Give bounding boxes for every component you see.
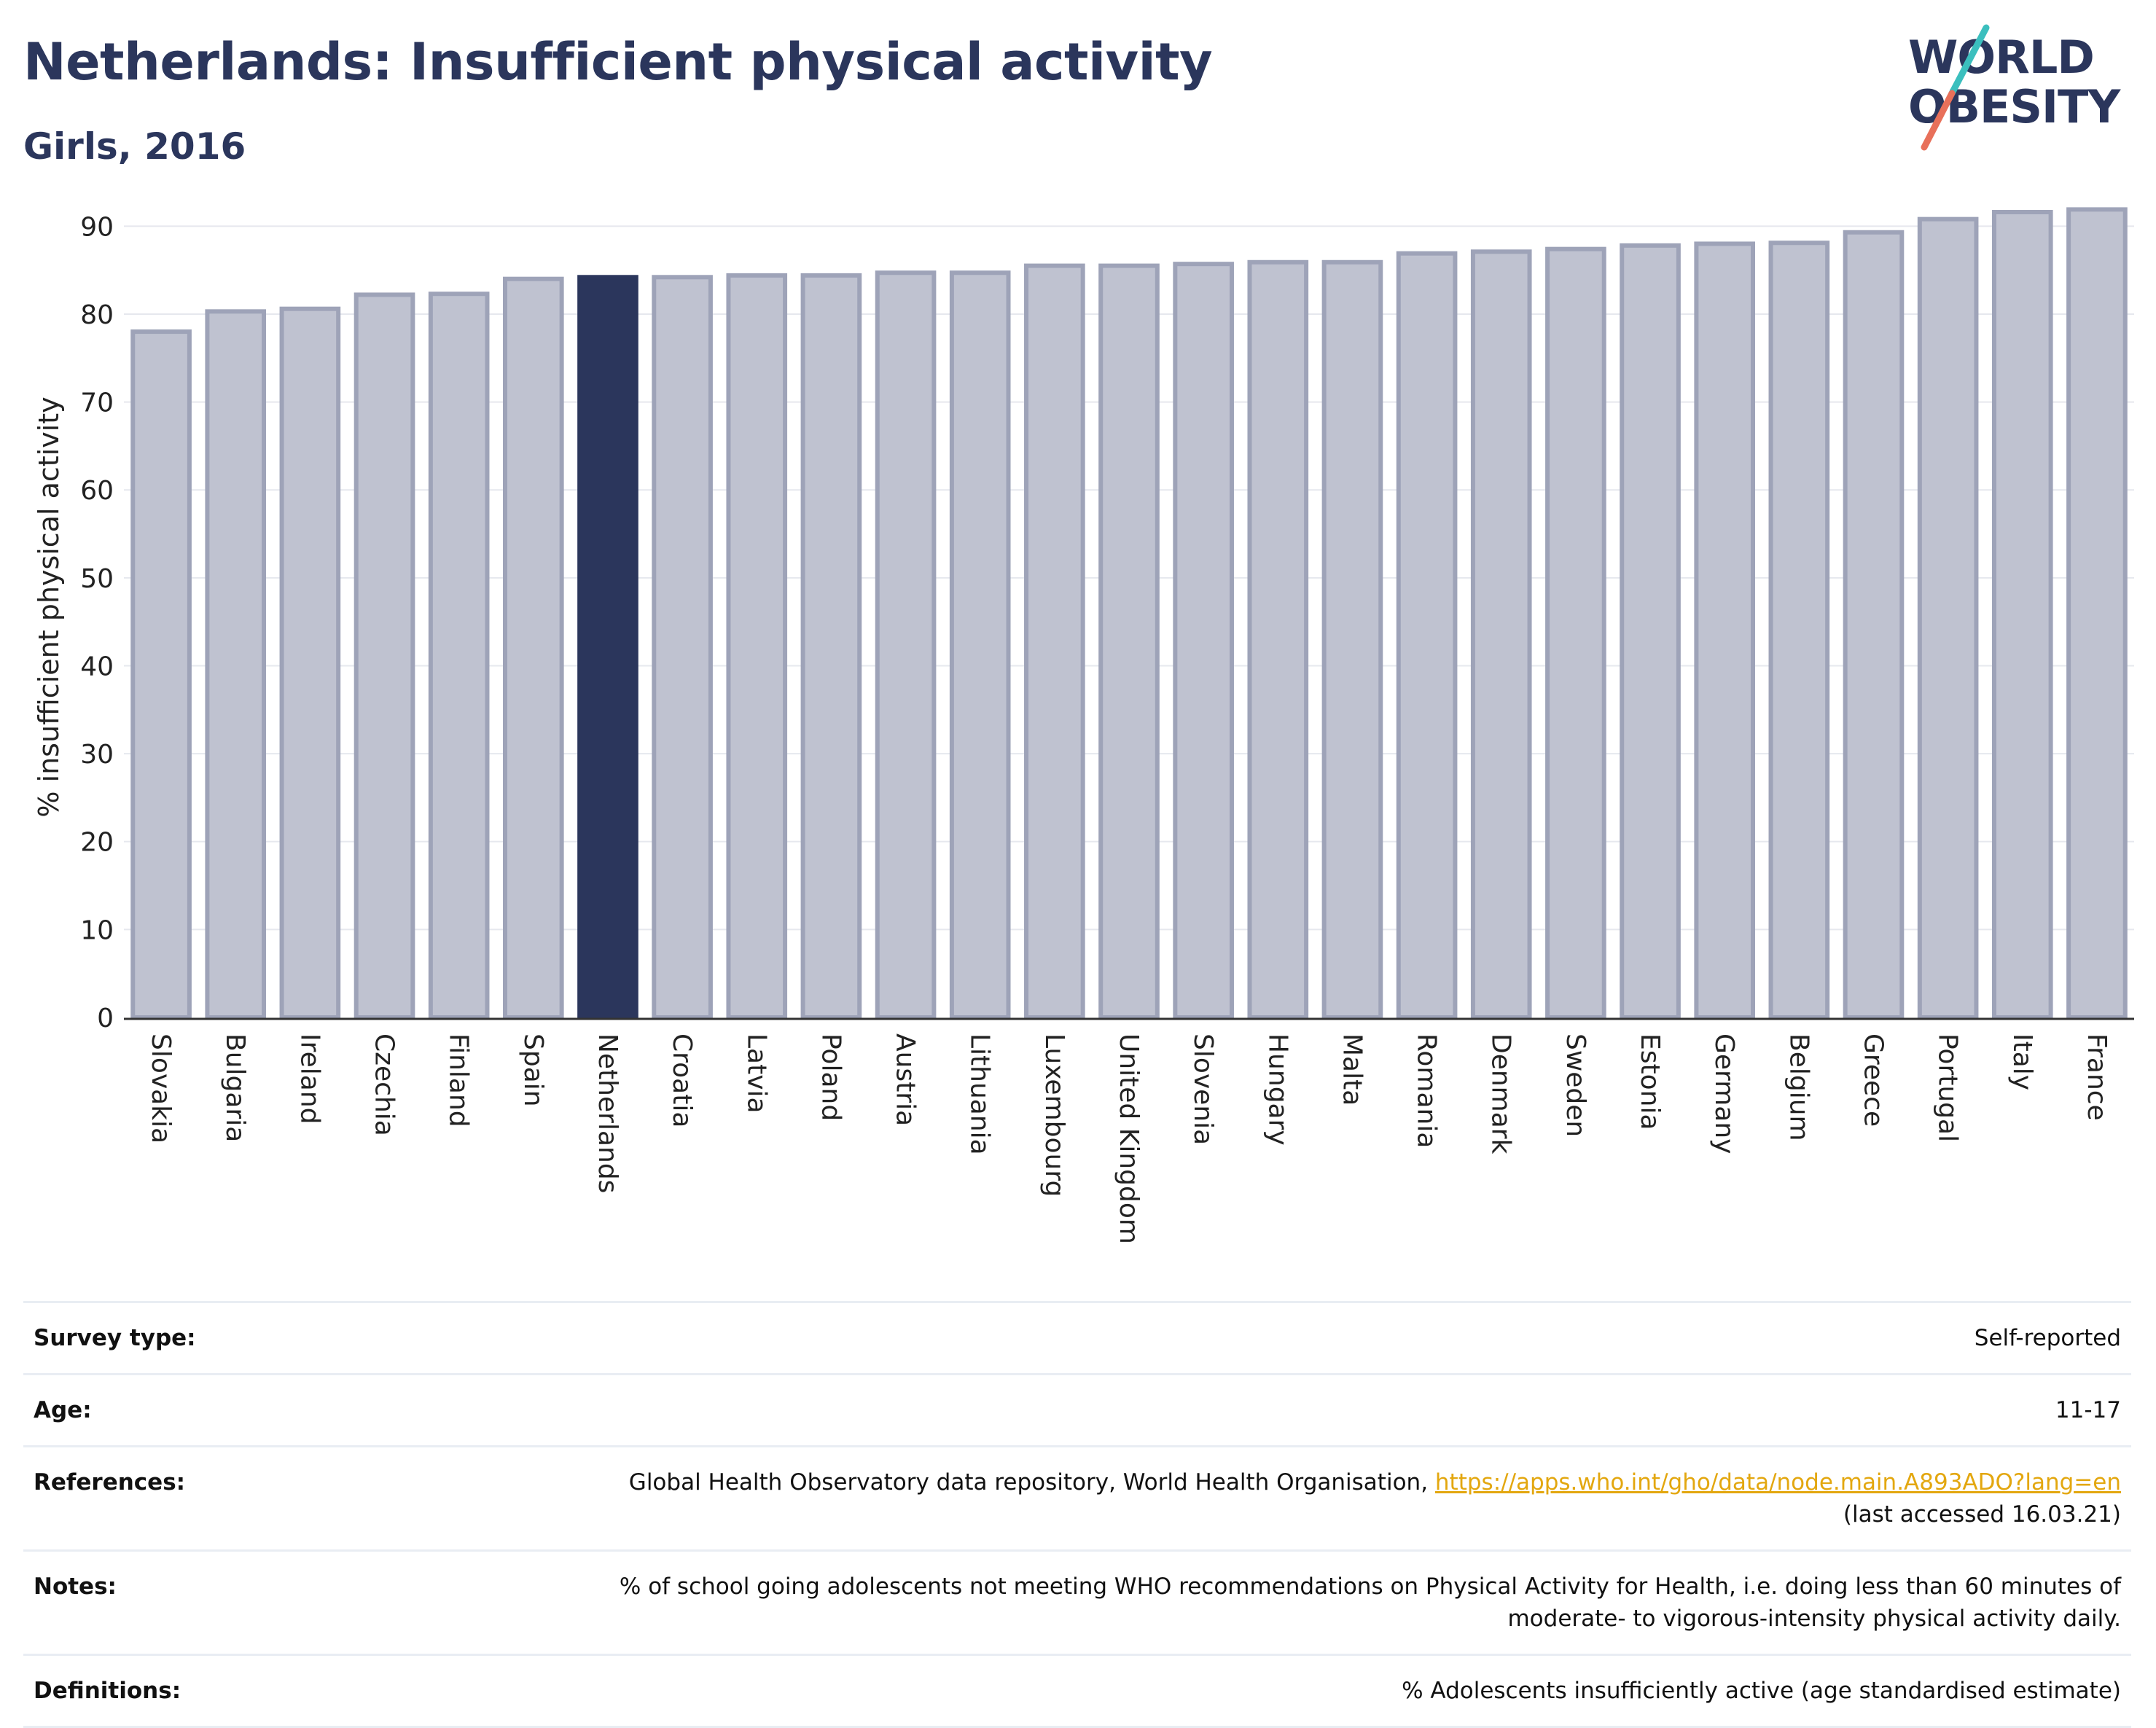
bar-chart: 0 10 20 30 40 50 60 70 80 90 Slovakia Bulgaria Irel…	[33, 207, 2134, 1244]
bar-belgium	[1768, 241, 1830, 1020]
meta-value: % Adolescents insufficiently active (age…	[1402, 1678, 2121, 1704]
x-tick-label: Italy	[2007, 1033, 2037, 1090]
bar-italy	[1991, 210, 2053, 1020]
logo-accent-coral	[1921, 90, 1956, 151]
x-tick-label: Bulgaria	[220, 1033, 250, 1142]
bar-spain	[502, 276, 564, 1020]
bar-netherlands	[577, 275, 638, 1020]
x-tick-label: Denmark	[1486, 1033, 1516, 1154]
bar-denmark	[1470, 249, 1532, 1020]
meta-key: Survey type:	[34, 1325, 196, 1351]
y-tick-label: 30	[80, 740, 114, 770]
bar-austria	[875, 270, 937, 1020]
logo-accent-teal	[1948, 24, 1990, 97]
x-tick-label: Hungary	[1262, 1033, 1292, 1146]
bar-bulgaria	[205, 309, 267, 1020]
y-tick-label: 50	[80, 564, 114, 594]
bar-slovenia	[1173, 262, 1234, 1020]
x-tick-label: Malta	[1337, 1033, 1367, 1106]
y-tick-label: 20	[80, 828, 114, 858]
bar-ireland	[279, 306, 341, 1020]
meta-value: 11-17	[2055, 1397, 2121, 1423]
x-tick-label: Slovenia	[1188, 1033, 1218, 1145]
bar-hungary	[1247, 259, 1309, 1020]
x-tick-label: Romania	[1412, 1033, 1442, 1148]
meta-value: Self-reported	[1974, 1325, 2121, 1351]
y-tick-label: 0	[97, 1004, 114, 1033]
x-tick-label: Slovakia	[146, 1033, 176, 1143]
reference-link[interactable]: https://apps.who.int/gho/data/node.main.…	[1434, 1469, 2121, 1496]
bar-croatia	[652, 275, 713, 1020]
world-obesity-logo: WORLD OBESITY	[1908, 24, 2122, 151]
meta-row-references: References: Global Health Observatory da…	[23, 1445, 2131, 1549]
x-tick-label: Portugal	[1933, 1033, 1963, 1142]
x-tick-label: France	[2082, 1033, 2112, 1121]
meta-row-age: Age: 11-17	[23, 1373, 2131, 1445]
bar-estonia	[1620, 243, 1681, 1020]
y-tick-label: 80	[80, 300, 114, 330]
y-axis-title: % insufficient physical activity	[33, 396, 65, 817]
x-tick-label: Poland	[816, 1033, 845, 1121]
metadata-table: Survey type: Self-reported Age: 11-17 Re…	[23, 1301, 2131, 1728]
bar-latvia	[726, 273, 788, 1020]
x-tick-label: Latvia	[741, 1033, 771, 1114]
x-tick-label: Luxembourg	[1039, 1033, 1069, 1197]
x-tick-label: Finland	[444, 1033, 474, 1127]
notes-line1: % of school going adolescents not meetin…	[619, 1573, 2121, 1600]
x-tick-label: Spain	[518, 1033, 548, 1107]
x-tick-label: Croatia	[667, 1033, 697, 1127]
meta-value: Global Health Observatory data repositor…	[629, 1466, 2121, 1530]
meta-key: Age:	[34, 1397, 92, 1423]
bar-portugal	[1917, 216, 1979, 1020]
bar-united-kingdom	[1098, 263, 1160, 1020]
y-tick-labels: 0 10 20 30 40 50 60 70 80 90	[80, 212, 114, 1033]
bar-romania	[1396, 251, 1458, 1020]
meta-key: References:	[34, 1469, 186, 1496]
meta-row-definitions: Definitions: % Adolescents insufficientl…	[23, 1654, 2131, 1728]
bar-malta	[1321, 259, 1383, 1020]
x-tick-label: Germany	[1709, 1033, 1739, 1154]
bar-france	[2066, 207, 2128, 1020]
y-tick-label: 10	[80, 915, 114, 945]
logo-line1: WORLD	[1908, 31, 2094, 84]
meta-key: Notes:	[34, 1573, 117, 1600]
page-subtitle: Girls, 2016	[23, 125, 246, 168]
bar-lithuania	[949, 270, 1011, 1020]
x-tick-label: Greece	[1858, 1033, 1888, 1127]
x-tick-label: Netherlands	[593, 1033, 622, 1193]
meta-row-notes: Notes: % of school going adolescents not…	[23, 1549, 2131, 1654]
bar-slovakia	[130, 329, 192, 1020]
x-tick-labels: Slovakia Bulgaria Ireland Czechia Finland Spa…	[146, 1033, 2112, 1244]
bar-greece	[1843, 230, 1905, 1020]
reference-accessed: (last accessed 16.03.21)	[1843, 1501, 2121, 1528]
notes-line2: moderate- to vigorous-intensity physical…	[1507, 1606, 2121, 1632]
x-tick-label: Czechia	[370, 1033, 399, 1136]
x-tick-label: Estonia	[1635, 1033, 1665, 1130]
bar-germany	[1694, 241, 1756, 1020]
x-tick-label: Sweden	[1561, 1033, 1590, 1137]
reference-text: Global Health Observatory data repositor…	[628, 1469, 1435, 1496]
bar-czechia	[354, 292, 415, 1020]
bar-poland	[800, 273, 862, 1020]
bar-finland	[428, 292, 490, 1020]
y-tick-label: 90	[80, 212, 114, 242]
x-tick-label: Ireland	[294, 1033, 324, 1125]
y-tick-label: 70	[80, 388, 114, 418]
y-tick-label: 60	[80, 476, 114, 506]
y-tick-label: 40	[80, 652, 114, 681]
bar-sweden	[1545, 246, 1606, 1020]
x-tick-label: United Kingdom	[1114, 1033, 1144, 1244]
meta-value: % of school going adolescents not meetin…	[620, 1571, 2121, 1635]
bars	[130, 207, 2128, 1020]
x-tick-label: Austria	[891, 1033, 921, 1126]
x-tick-label: Lithuania	[965, 1033, 995, 1155]
page-title: Netherlands: Insufficient physical activ…	[23, 32, 1213, 92]
x-tick-label: Belgium	[1784, 1033, 1813, 1141]
meta-row-survey-type: Survey type: Self-reported	[23, 1301, 2131, 1373]
bar-luxembourg	[1024, 263, 1085, 1020]
meta-key: Definitions:	[34, 1678, 181, 1704]
